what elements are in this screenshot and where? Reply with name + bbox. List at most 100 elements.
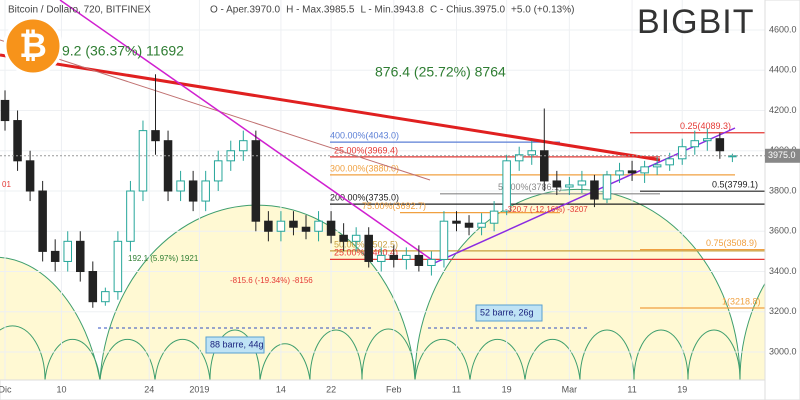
x-tick-label: 19	[502, 384, 512, 394]
candle-body	[677, 146, 687, 160]
candle-body	[615, 170, 624, 176]
candle-body	[439, 220, 449, 260]
candle-body	[301, 226, 311, 232]
ohlc-value: O - Aper.3970.0	[210, 5, 280, 16]
candle-body	[590, 180, 599, 200]
candle-body	[477, 222, 486, 228]
x-tick-label: 22	[326, 384, 336, 394]
small-arcs	[0, 325, 741, 381]
annotation: 192.1 (5.97%) 1921	[128, 254, 199, 263]
ohlc-header: O - Aper.3970.0 H - Max.3985.5 L - Min.394…	[210, 5, 574, 16]
last-price-label: 3975.0	[768, 150, 796, 160]
candle-body	[565, 184, 574, 188]
candle-body	[489, 210, 499, 224]
cycle-arc	[0, 256, 101, 381]
y-tick-label: 4400.0	[769, 65, 797, 75]
x-tick-label: 2019	[189, 384, 209, 394]
y-tick-label: 3200.0	[769, 306, 797, 316]
x-tick-label: 24	[144, 384, 154, 394]
candle-body	[276, 220, 286, 232]
svg-text:₿: ₿	[19, 27, 47, 65]
x-tick-label: 11	[627, 384, 636, 394]
axes: 3000.03200.03400.03600.03800.04000.04200…	[0, 24, 800, 394]
x-tick-label: Mar	[562, 384, 578, 394]
candle-body	[389, 254, 399, 260]
candle-body	[25, 160, 35, 192]
level-label: 0.75(3508.9)	[706, 238, 757, 248]
x-tick-label: Dic	[0, 384, 12, 394]
candle-body	[314, 220, 323, 232]
candle-body	[239, 140, 248, 152]
candle-body	[414, 254, 424, 266]
candle-body	[527, 150, 536, 156]
x-tick-label: Feb	[386, 384, 402, 394]
candle-body	[464, 222, 474, 228]
level-label: 50.00%(3786.1)	[498, 182, 562, 192]
candles	[0, 74, 737, 308]
ohlc-value: L - Min.3943.8	[360, 5, 424, 16]
candle-body	[715, 138, 725, 152]
candle-body	[251, 140, 261, 222]
y-tick-label: 3400.0	[769, 266, 797, 276]
annotation: 876.4 (25.72%) 8764	[375, 64, 506, 80]
candle-body	[88, 271, 98, 303]
x-tick-label: 11	[452, 384, 461, 394]
y-tick-label: 3000.0	[769, 346, 797, 356]
candle-body	[514, 154, 524, 162]
trend-line	[0, 39, 431, 181]
ohlc-value: C - Chius.3975.0	[430, 5, 505, 16]
level-label: 0.25(4089.3)	[680, 121, 731, 131]
level-label: 75.00%(3692.7)	[362, 201, 426, 211]
candle-body	[665, 158, 674, 166]
candle-body	[552, 180, 562, 188]
grid	[0, 0, 765, 380]
trend-line	[59, 0, 436, 263]
candle-body	[151, 130, 160, 142]
candle-body	[577, 180, 587, 186]
candle-body	[452, 220, 461, 224]
candle-body	[213, 160, 223, 182]
candle-body	[50, 250, 60, 262]
candle-body	[63, 240, 72, 262]
candle-body	[226, 150, 236, 162]
candle-body	[101, 291, 110, 303]
candle-body	[703, 138, 712, 142]
candle-body	[126, 190, 135, 242]
candle-body	[38, 190, 47, 252]
chart-title: Bitcoin / Dollaro, 720, BITFINEX	[8, 5, 151, 16]
candle-body	[188, 180, 198, 202]
annotation: -320.7 (-12.16%) -3207	[505, 205, 588, 214]
note-box	[475, 304, 543, 322]
ohlc-value: +5.0 (+0.13%)	[511, 5, 574, 16]
candle-body	[113, 240, 123, 293]
y-tick-label: 4600.0	[769, 24, 797, 34]
x-tick-label: 14	[276, 384, 286, 394]
y-tick-label: 3800.0	[769, 185, 797, 195]
candle-body	[540, 150, 549, 182]
candle-body	[326, 220, 336, 236]
candle-body	[163, 140, 173, 192]
annotation: 01	[2, 180, 11, 189]
logo: BIGBIT	[637, 3, 754, 41]
x-tick-label: 10	[56, 384, 66, 394]
candle-body	[627, 170, 637, 174]
candle-body	[264, 220, 273, 232]
level-label: 400.00%(4043.0)	[330, 130, 399, 140]
small-arc	[0, 325, 741, 381]
candle-body	[602, 174, 612, 200]
candle-body	[640, 166, 649, 174]
candle-body	[176, 180, 185, 192]
x-tick-label: 19	[677, 384, 687, 394]
level-label: 25.00%(3969.4)	[334, 145, 398, 155]
level-label: 0.5(3799.1)	[712, 180, 758, 190]
candle-body	[13, 120, 22, 162]
candle-body	[376, 254, 386, 262]
level-label: 200.00%(3735.0)	[330, 192, 399, 202]
candle-body	[402, 254, 411, 260]
candle-body	[138, 130, 148, 192]
cycle-arc	[99, 204, 416, 381]
candle-body	[652, 164, 662, 168]
candle-body	[289, 220, 298, 228]
y-tick-label: 4200.0	[769, 105, 797, 115]
